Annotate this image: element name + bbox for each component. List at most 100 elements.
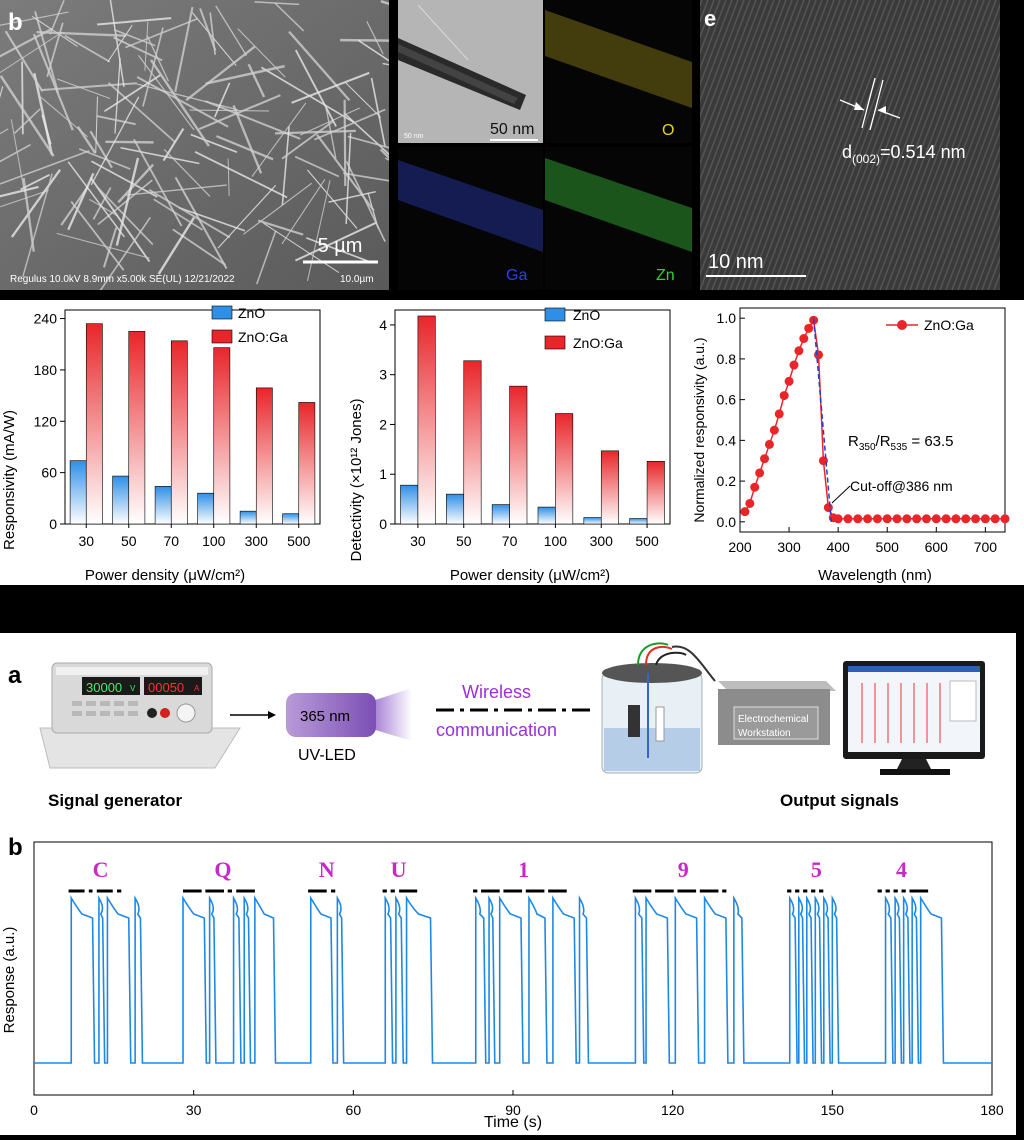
b-xtick-label: 90 [505,1102,521,1118]
g-data-point [843,514,853,524]
responsivity-ylabel: Responsivity (mA/W) [1,410,18,550]
det-bar [509,385,528,525]
resp-ytick-label: 180 [34,362,58,378]
panel-label-b-top: b [8,9,23,36]
resp-bar [154,486,172,525]
morse-letter: C [93,857,109,882]
wavelength-xlabel: Wavelength (nm) [818,567,932,584]
time-xlabel: Time (s) [484,1114,542,1131]
morse-letter: 4 [896,857,907,882]
workstation-label-2: Workstation [738,728,791,739]
resp-ytick-label: 60 [41,465,57,481]
morse-letter: 1 [518,857,529,882]
sem-scale-text: 5 µm [318,235,363,257]
g-xtick-label: 200 [728,539,752,555]
resp-bar [197,492,215,525]
hrtem-scale-text: 10 nm [708,251,764,273]
resp-ytick-label: 120 [34,413,58,429]
psu-current-readout: 00050 [148,680,184,695]
d-spacing-annotation: d(002)=0.514 nm [842,142,966,166]
g-data-point [755,468,765,478]
g-data-point [769,425,779,435]
resp-bar [85,323,103,525]
g-data-point [853,514,863,524]
g-data-point [750,482,760,492]
det-ytick-label: 2 [379,416,387,432]
det-bar [646,460,665,525]
resp-bar [255,387,273,525]
g-data-point [779,391,789,401]
det-ytick-label: 0 [379,516,387,532]
detectivity-ylabel: Detectivity (×10¹² Jones) [348,399,365,562]
det-bar [537,506,556,525]
cutoff-annotation: Cut-off@386 nm [850,478,953,494]
communication-figure: a 30000 V 00050 A Signal generator [8,642,985,861]
g-data-point [961,514,971,524]
g-data-point [921,514,931,524]
g-data-point [892,514,902,524]
b-axes [33,841,993,1096]
signal-generator-label: Signal generator [48,791,183,810]
g-xtick-label: 600 [925,539,949,555]
tem-small-scale: 50 nm [404,133,424,140]
morse-letter: 5 [811,857,822,882]
g-xtick-label: 300 [777,539,801,555]
g-data-point [951,514,961,524]
det-xtick-label: 100 [544,533,568,549]
det-bar [583,517,602,525]
led-wavelength: 365 nm [300,708,350,725]
communication-panel: a 30000 V 00050 A Signal generator [0,633,1016,1135]
det-xtick-label: 70 [502,533,518,549]
g-ytick-label: 0.6 [717,392,737,408]
resp-bar [282,513,300,525]
eds-map-Ga-label: Ga [506,267,527,284]
morse-letter: Q [214,857,231,882]
g-xtick-label: 500 [876,539,900,555]
detectivity-xlabel: Power density (μW/cm²) [450,567,610,584]
psu-voltage-readout: 30000 [86,680,122,695]
resp-xtick-label: 300 [245,533,269,549]
normalized-ylabel: Normalized responsivity (a.u.) [691,337,707,522]
cutoff-fit-line [812,318,833,522]
morse-letter: N [319,857,335,882]
sem-footer: Regulus 10.0kV 8.9mm x5.00k SE(UL) 12/21… [10,274,235,285]
sem-image-panel: b 5 µm Regulus 10.0kV 8.9mm x5.00k SE(UL… [0,0,475,300]
response-trace [34,895,992,1064]
g-data-point [902,514,912,524]
det-xtick-label: 30 [410,533,426,549]
b-xtick-label: 0 [30,1102,38,1118]
resp-bar [239,510,257,525]
det-xtick-label: 50 [456,533,472,549]
g-data-point [823,503,833,513]
resp-bar [69,460,87,525]
g-data-point [784,376,794,386]
legend-znoga-3: ZnO:Ga [924,317,974,333]
resp-xtick-label: 30 [78,533,94,549]
panel-label-b: b [8,834,23,861]
hrtem-panel: e d(002)=0.514 nm 10 nm [399,0,1024,291]
resp-bar [213,347,231,525]
eds-map-O-label: O [662,122,674,139]
wireless-label-2: communication [436,720,557,740]
g-data-point [863,514,873,524]
det-bar [400,484,419,525]
response-ylabel: Response (a.u.) [1,927,18,1034]
monitor [843,661,985,775]
tem-scale-text: 50 nm [490,121,534,138]
resp-xtick-label: 500 [287,533,311,549]
legend-znoga-2: ZnO:Ga [573,335,623,351]
uv-led-label: UV-LED [298,747,356,764]
g-data-point [745,498,755,508]
g-xtick-label: 700 [974,539,998,555]
det-xtick-label: 500 [635,533,659,549]
normalized-responsivity-chart: 0.0 0.2 0.4 0.6 0.8 1.0 200 300 400 500 600 700 Nor… [691,307,1010,584]
eds-map-Zn-label: Zn [656,267,675,284]
det-bar [629,518,648,525]
output-signals-label: Output signals [780,791,899,810]
g-ytick-label: 0.2 [717,473,737,489]
g-data-point [971,514,981,524]
g-ytick-label: 0.4 [717,432,737,448]
tem-eds-panel: 50 nm 50 nm O Ga Zn [398,0,692,290]
resp-axes [64,309,321,525]
responsivity-xlabel: Power density (μW/cm²) [85,567,245,584]
